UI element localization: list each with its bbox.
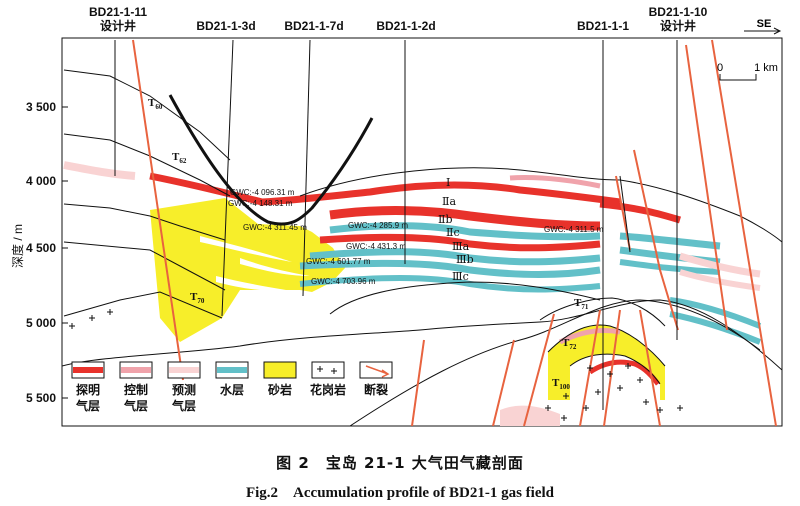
horizon-t70: T70 (190, 291, 205, 305)
legend-label: 砂岩 (267, 382, 292, 397)
sandstone-wedge (150, 198, 345, 342)
unconformity-curve (168, 94, 374, 226)
horizon-t62: T62 (172, 151, 187, 165)
legend-label: 断裂 (364, 382, 388, 397)
granite-cross (561, 415, 567, 421)
figure-caption-en: Fig.2 Accumulation profile of BD21-1 gas… (245, 485, 555, 501)
y-tick-4000: 4 000 (26, 174, 56, 188)
zone-IIb: Ⅱb (438, 213, 453, 226)
well-note-bd21-1-11: 设计井 (100, 18, 136, 33)
y-axis-label: 深度 / m (10, 224, 25, 268)
granite-cross (657, 407, 663, 413)
horizon-t71: T71 (574, 297, 589, 311)
gwc-label: GWC:-4 148.31 m (228, 199, 293, 208)
figure-caption-cn: 图 2 宝岛 21-1 大气田气藏剖面 (276, 454, 524, 472)
scale-zero: 0 (717, 62, 723, 74)
horizon-t72: T72 (562, 337, 577, 351)
well-note-bd21-1-10: 设计井 (660, 18, 696, 33)
y-tick-3500: 3 500 (26, 100, 56, 114)
scale-bar (719, 74, 757, 81)
y-tick-5000: 5 000 (26, 316, 56, 330)
granite-cross (587, 365, 593, 371)
gwc-label: GWC:-4 431.3 m (346, 242, 406, 251)
legend-swatch-granite (311, 361, 345, 379)
gwc-label: GWC:-4 311.45 m (243, 223, 307, 232)
gwc-label: GWC:-4 285.9 m (348, 221, 408, 230)
y-tick-5500: 5 500 (26, 391, 56, 405)
well-labels: BD21-1-11 设计井 BD21-1-3d BD21-1-7d BD21-1… (89, 5, 708, 33)
sandstone-lenses (200, 236, 310, 291)
legend-label: 探明 (76, 382, 100, 397)
granite-cross (89, 315, 95, 321)
legend (71, 361, 393, 379)
horizon-t100: T100 (552, 377, 570, 391)
gwc-label: GWC:-4 096.31 m (230, 188, 295, 197)
legend-swatch-sandstone (263, 361, 297, 379)
granite-cross (69, 323, 75, 329)
well-name-bd21-1-11: BD21-1-11 (89, 5, 147, 19)
direction-arrow (744, 27, 782, 35)
legend-label: 花岗岩 (310, 382, 346, 397)
well-name-bd21-1-7d: BD21-1-7d (284, 19, 343, 33)
zone-labels: Ⅰ Ⅱa Ⅱb Ⅱc Ⅲa Ⅲb Ⅲc (438, 176, 474, 283)
zone-IIa: Ⅱa (442, 195, 456, 208)
granite-cross (607, 371, 613, 377)
granite-cross (625, 363, 631, 369)
granite-cross (643, 399, 649, 405)
granite-cross (617, 385, 623, 391)
y-axis: 深度 / m 3 500 4 000 4 500 5 000 5 500 (10, 100, 56, 405)
legend-labels: 探明 气层 控制 气层 预测 气层 水层 砂岩 花岗岩 断裂 (75, 382, 388, 413)
legend-label: 预测 (172, 382, 196, 397)
granite-cross (677, 405, 683, 411)
granite-cross (545, 405, 551, 411)
granite-cross (107, 309, 113, 315)
legend-label: 气层 (123, 398, 148, 413)
legend-label: 控制 (124, 382, 148, 397)
gwc-labels: GWC:-4 096.31 m GWC:-4 148.31 m GWC:-4 3… (228, 188, 604, 286)
horizon-labels: T60 T62 T70 T71 T72 T100 (148, 97, 589, 391)
well-name-bd21-1-3d: BD21-1-3d (196, 19, 255, 33)
direction-label: SE (757, 18, 772, 30)
granite-cross (595, 389, 601, 395)
y-tick-marks (62, 106, 68, 399)
zone-IIIb: Ⅲb (456, 253, 474, 266)
scale-length: 1 km (754, 62, 778, 74)
section-body (62, 39, 782, 426)
well-name-bd21-1-2d: BD21-1-2d (376, 19, 435, 33)
legend-label: 气层 (171, 398, 196, 413)
granite-cross (563, 393, 569, 399)
granite-pattern (69, 309, 683, 421)
gwc-label: GWC:-4 311.5 m (544, 225, 604, 234)
gwc-label: GWC:-4 703.96 m (311, 277, 376, 286)
zone-IIIc: Ⅲc (452, 270, 469, 283)
horizon-t60: T60 (148, 97, 163, 111)
zone-IIc: Ⅱc (446, 226, 460, 239)
gwc-label: GWC:-4 601.77 m (306, 257, 371, 266)
granite-cross (583, 405, 589, 411)
zone-IIIa: Ⅲa (452, 240, 470, 253)
legend-label: 水层 (220, 382, 244, 397)
well-name-bd21-1-10: BD21-1-10 (649, 5, 708, 19)
well-name-bd21-1-1: BD21-1-1 (577, 19, 629, 33)
granite-cross (637, 377, 643, 383)
legend-label: 气层 (75, 398, 100, 413)
well-tracks (114, 39, 678, 410)
zone-I: Ⅰ (446, 176, 450, 189)
section-frame (61, 37, 783, 427)
y-tick-4500: 4 500 (26, 241, 56, 255)
